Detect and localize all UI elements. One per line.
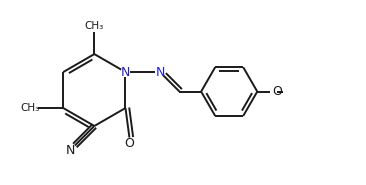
Text: O: O bbox=[124, 137, 134, 150]
Text: CH₃: CH₃ bbox=[85, 21, 104, 31]
Text: N: N bbox=[155, 65, 165, 79]
Text: O: O bbox=[273, 85, 283, 98]
Text: CH₃: CH₃ bbox=[20, 103, 40, 113]
Text: N: N bbox=[121, 65, 130, 79]
Text: N: N bbox=[66, 144, 75, 157]
